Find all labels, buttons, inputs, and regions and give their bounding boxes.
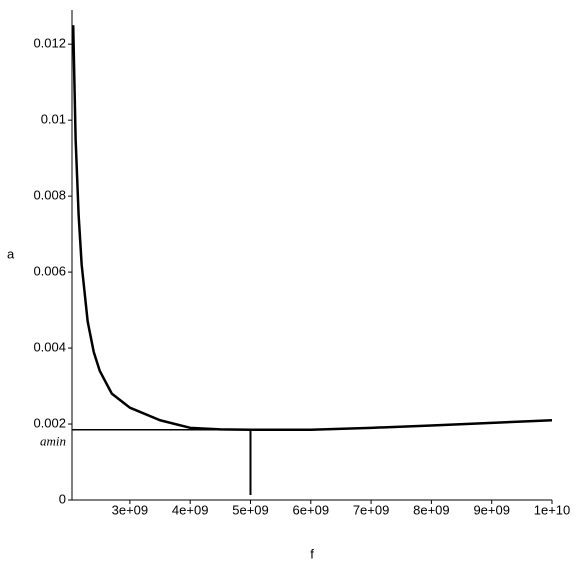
x-axis-label: f <box>310 546 314 561</box>
y-tick-label: 0.012 <box>33 36 66 51</box>
x-tick-label: 7e+09 <box>353 502 390 517</box>
x-tick-label: 4e+09 <box>172 502 209 517</box>
x-tick-label: 3e+09 <box>112 502 149 517</box>
x-tick-label: 1e+10 <box>534 502 571 517</box>
y-tick-label: 0 <box>59 491 66 506</box>
x-tick-label: 8e+09 <box>413 502 450 517</box>
line <box>71 25 553 431</box>
y-tick-label: 0.004 <box>33 339 66 354</box>
x-tick-label: 9e+09 <box>473 502 510 517</box>
x-tick-label: 5e+09 <box>232 502 269 517</box>
x-tick-label: 6e+09 <box>293 502 330 517</box>
y-tick-label: 0.008 <box>33 188 66 203</box>
y-axis-label: a <box>7 246 15 261</box>
amin-label: amin <box>40 434 66 449</box>
y-tick-label: 0.006 <box>33 264 66 279</box>
y-tick-label: 0.002 <box>33 415 66 430</box>
y-tick-label: 0.01 <box>41 112 66 127</box>
